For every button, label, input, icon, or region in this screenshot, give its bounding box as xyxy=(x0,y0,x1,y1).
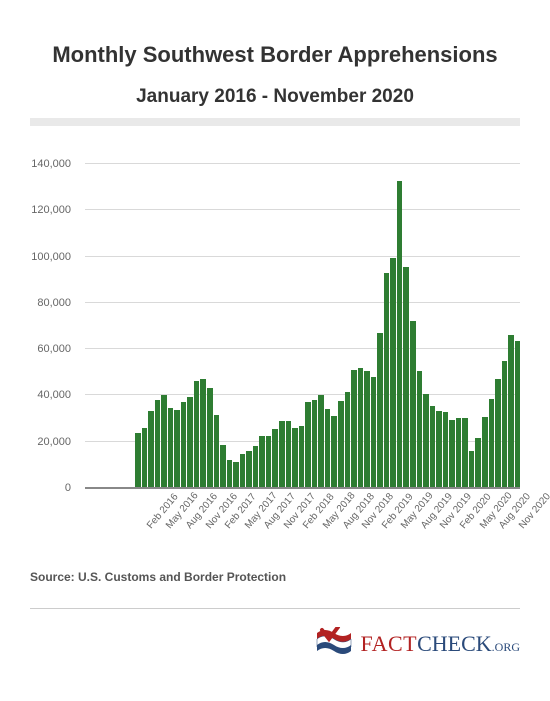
bar xyxy=(462,418,468,488)
bar xyxy=(214,415,220,488)
bar xyxy=(325,409,331,488)
bar xyxy=(286,421,292,488)
bar xyxy=(318,395,324,488)
y-tick-label: 60,000 xyxy=(37,343,71,355)
bar xyxy=(161,395,167,488)
bar xyxy=(299,426,305,488)
logo-fact: FACT xyxy=(360,631,417,656)
source-text: Source: U.S. Customs and Border Protecti… xyxy=(30,570,520,584)
bar xyxy=(417,371,423,488)
bar xyxy=(358,368,364,488)
bar xyxy=(240,454,246,488)
bar xyxy=(403,267,409,488)
bar xyxy=(312,400,318,488)
bar xyxy=(495,379,501,488)
logo-org: .ORG xyxy=(492,640,520,654)
y-tick-label: 80,000 xyxy=(37,297,71,309)
chart-card: Monthly Southwest Border Apprehensions J… xyxy=(0,0,550,701)
bar xyxy=(436,411,442,488)
flag-icon xyxy=(316,627,352,660)
bar xyxy=(456,418,462,488)
bar xyxy=(253,446,259,488)
bar xyxy=(272,429,278,488)
bar xyxy=(345,392,351,488)
x-axis: Feb 2016May 2016Aug 2016Nov 2016Feb 2017… xyxy=(85,490,520,540)
logo-check: CHECK xyxy=(417,631,492,656)
bar xyxy=(489,399,495,488)
bar xyxy=(194,381,200,488)
y-tick-label: 0 xyxy=(65,482,71,494)
bar xyxy=(155,400,161,488)
bar xyxy=(259,436,265,488)
bar xyxy=(364,371,370,488)
y-tick-label: 120,000 xyxy=(31,204,71,216)
bar xyxy=(174,410,180,488)
logo-text: FACTCHECK.ORG xyxy=(360,631,520,657)
chart-plot: 020,00040,00060,00080,000100,000120,0001… xyxy=(75,148,520,488)
y-tick-label: 100,000 xyxy=(31,251,71,263)
bar xyxy=(515,341,521,488)
bar xyxy=(377,333,383,488)
y-axis: 020,00040,00060,00080,000100,000120,0001… xyxy=(30,148,75,488)
bar xyxy=(227,460,233,488)
bar xyxy=(502,361,508,488)
bar xyxy=(351,370,357,488)
bar xyxy=(410,321,416,488)
bar xyxy=(148,411,154,488)
bar xyxy=(397,181,403,488)
chart-subtitle: January 2016 - November 2020 xyxy=(30,68,520,118)
bar xyxy=(292,428,298,488)
bar xyxy=(331,416,337,488)
x-baseline xyxy=(85,487,520,489)
bar xyxy=(266,436,272,488)
bar xyxy=(305,402,311,489)
bar xyxy=(423,394,429,488)
y-tick-label: 20,000 xyxy=(37,436,71,448)
y-tick-label: 140,000 xyxy=(31,158,71,170)
bar xyxy=(371,377,377,488)
bar xyxy=(475,438,481,488)
logo: FACTCHECK.ORG xyxy=(30,609,520,660)
bar xyxy=(207,388,213,488)
bar xyxy=(168,408,174,488)
chart-title: Monthly Southwest Border Apprehensions xyxy=(30,0,520,68)
bar xyxy=(508,335,514,488)
bar xyxy=(220,445,226,488)
bar xyxy=(482,417,488,488)
bar xyxy=(187,397,193,488)
bar xyxy=(390,258,396,488)
bar xyxy=(246,451,252,488)
bar xyxy=(384,273,390,488)
y-tick-label: 40,000 xyxy=(37,389,71,401)
bar xyxy=(142,428,148,488)
bar xyxy=(279,421,285,488)
bar xyxy=(449,420,455,488)
bar xyxy=(469,451,475,488)
bar xyxy=(135,433,141,488)
title-rule xyxy=(30,118,520,126)
bars-container xyxy=(85,148,520,488)
bar xyxy=(443,412,449,488)
bar xyxy=(200,379,206,488)
bar xyxy=(430,406,436,488)
bar xyxy=(233,462,239,488)
bar xyxy=(181,402,187,488)
bar xyxy=(338,401,344,488)
